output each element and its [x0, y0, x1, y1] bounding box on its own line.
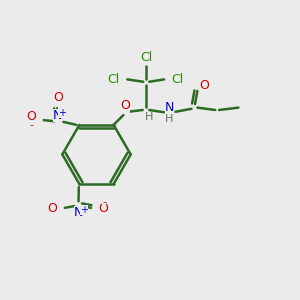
- Text: O: O: [47, 202, 57, 215]
- Text: H: H: [165, 114, 174, 124]
- Text: +: +: [80, 205, 88, 214]
- Text: O: O: [26, 110, 36, 123]
- Text: Cl: Cl: [107, 73, 120, 86]
- Text: O: O: [200, 79, 209, 92]
- Text: N: N: [53, 109, 62, 122]
- Text: N: N: [74, 206, 83, 219]
- Text: Cl: Cl: [172, 73, 184, 86]
- Text: -: -: [102, 197, 106, 208]
- Text: O: O: [53, 91, 63, 104]
- Text: O: O: [121, 99, 130, 112]
- Text: N: N: [165, 100, 174, 113]
- Text: -: -: [29, 120, 33, 130]
- Text: H: H: [145, 112, 153, 122]
- Text: +: +: [58, 108, 67, 118]
- Text: Cl: Cl: [140, 52, 152, 64]
- Text: O: O: [98, 202, 108, 215]
